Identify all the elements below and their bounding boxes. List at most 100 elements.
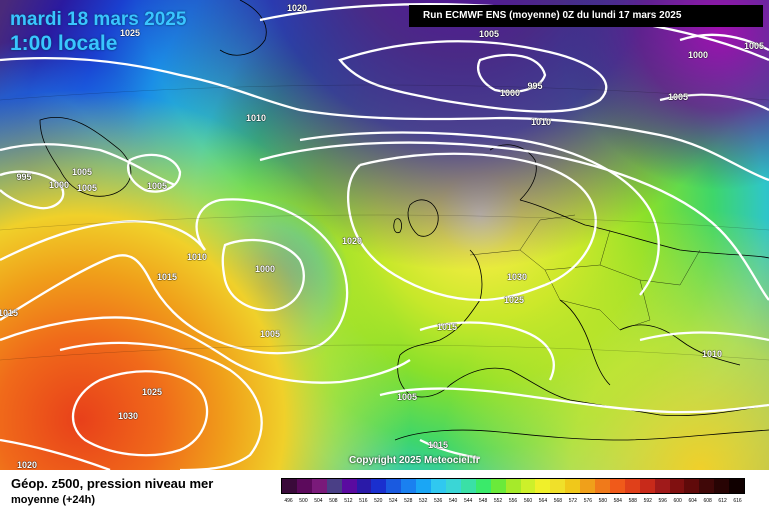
isobar-label: 1020 — [341, 236, 363, 246]
legend-tick-label: 500 — [299, 498, 308, 504]
weather-map: 1020 1025 1000 1005 995 1000 1005 1010 1… — [0, 0, 769, 470]
legend-swatch — [282, 479, 297, 493]
legend-swatch — [296, 479, 312, 493]
legend-swatch — [520, 479, 536, 493]
legend-swatch — [490, 479, 506, 493]
forecast-time: 1:00 locale — [10, 32, 118, 55]
legend-swatch — [714, 479, 730, 493]
legend-tick-label: 512 — [344, 498, 353, 504]
legend-swatch — [654, 479, 670, 493]
isobar-label: 1005 — [667, 92, 689, 102]
isobar-label: 1000 — [499, 88, 521, 98]
isobar-label: 1015 — [156, 272, 178, 282]
legend-swatch — [326, 479, 342, 493]
isobar-label: 1005 — [259, 329, 281, 339]
isobar-label: 1010 — [530, 117, 552, 127]
isobar-label: 1000 — [687, 50, 709, 60]
legend-swatch — [580, 479, 596, 493]
isobar-label: 1005 — [71, 167, 93, 177]
legend-tick-label: 536 — [434, 498, 443, 504]
color-scale-legend: 496 500 504 508 512 516 520 524 528 532 536 540 544 5… — [281, 478, 745, 506]
isobar-label: 1005 — [396, 392, 418, 402]
isobar-label: 1030 — [506, 272, 528, 282]
legend-swatch — [639, 479, 655, 493]
legend-ticks: 496 500 504 508 512 516 520 524 528 532 536 540 544 5… — [281, 494, 745, 508]
legend-swatch — [401, 479, 417, 493]
legend-swatch — [669, 479, 685, 493]
isobar-label: 1005 — [76, 183, 98, 193]
isobar-label: 1025 — [119, 28, 141, 38]
legend-tick-label: 608 — [703, 498, 712, 504]
legend-swatch — [445, 479, 461, 493]
isobar-label: 1015 — [427, 440, 449, 450]
legend-tick-label: 552 — [493, 498, 503, 504]
legend-tick-label: 560 — [523, 498, 533, 504]
isobar-label: 1005 — [743, 41, 765, 51]
legend-tick-label: 544 — [463, 498, 473, 504]
isobar-label: 1015 — [0, 308, 19, 318]
isobar-label: 1025 — [503, 295, 525, 305]
isobar-label: 995 — [16, 172, 32, 182]
legend-tick-label: 584 — [613, 498, 622, 504]
legend-swatch — [550, 479, 566, 493]
legend-tick-label: 504 — [314, 498, 323, 504]
isobar-label: 1015 — [436, 322, 458, 332]
legend-tick-label: 540 — [448, 498, 458, 504]
isobar-label: 1020 — [286, 3, 308, 13]
legend-swatch — [341, 479, 357, 493]
run-info-banner: Run ECMWF ENS (moyenne) 0Z du lundi 17 m… — [409, 5, 763, 27]
legend-tick-label: 564 — [538, 498, 548, 504]
legend-tick-label: 508 — [329, 498, 338, 504]
legend-tick-label: 580 — [598, 498, 607, 504]
legend-swatches — [281, 478, 745, 494]
legend-swatch — [624, 479, 640, 493]
legend-tick-label: 548 — [478, 498, 488, 504]
parameter-subtitle: moyenne (+24h) — [11, 494, 96, 506]
legend-swatch — [356, 479, 372, 493]
isobars — [0, 3, 769, 470]
isobar-label: 1000 — [254, 264, 276, 274]
map-footer: Géop. z500, pression niveau mer moyenne … — [0, 470, 769, 513]
legend-tick-label: 572 — [568, 498, 578, 504]
isobar-label: 1010 — [701, 349, 723, 359]
coastlines — [39, 0, 769, 441]
legend-tick-label: 576 — [583, 498, 593, 504]
isobar-label: 1025 — [141, 387, 163, 397]
map-canvas — [0, 0, 769, 470]
legend-tick-label: 568 — [553, 498, 563, 504]
legend-tick-label: 556 — [508, 498, 518, 504]
legend-tick-label: 528 — [404, 498, 413, 504]
legend-swatch — [565, 479, 581, 493]
legend-tick-label: 616 — [733, 498, 742, 504]
legend-tick-label: 612 — [718, 498, 727, 504]
legend-tick-label: 496 — [284, 498, 293, 504]
isobar-label: 1010 — [186, 252, 208, 262]
legend-swatch — [386, 479, 402, 493]
isobar-label: 1010 — [245, 113, 267, 123]
legend-tick-label: 516 — [359, 498, 368, 504]
isobar-label: 1020 — [16, 460, 38, 470]
forecast-date: mardi 18 mars 2025 — [10, 9, 187, 30]
legend-swatch — [431, 479, 446, 493]
isobar-label: 1030 — [117, 411, 139, 421]
legend-swatch — [535, 479, 551, 493]
legend-tick-label: 532 — [419, 498, 428, 504]
copyright-text: Copyright 2025 Meteociel.fr — [349, 455, 480, 466]
legend-swatch — [371, 479, 387, 493]
isobar-label: 1005 — [146, 181, 168, 191]
graticule — [0, 84, 769, 361]
legend-swatch — [311, 479, 327, 493]
legend-tick-label: 604 — [688, 498, 697, 504]
legend-tick-label: 596 — [658, 498, 667, 504]
legend-swatch — [684, 479, 700, 493]
legend-swatch — [505, 479, 521, 493]
legend-swatch — [609, 479, 625, 493]
isobar-label: 995 — [527, 81, 543, 91]
legend-swatch — [460, 479, 476, 493]
isobar-label: 1000 — [48, 180, 70, 190]
legend-tick-label: 592 — [643, 498, 652, 504]
legend-tick-label: 600 — [673, 498, 682, 504]
isobar-label: 1005 — [478, 29, 500, 39]
legend-swatch — [729, 479, 745, 493]
legend-swatch — [475, 479, 491, 493]
